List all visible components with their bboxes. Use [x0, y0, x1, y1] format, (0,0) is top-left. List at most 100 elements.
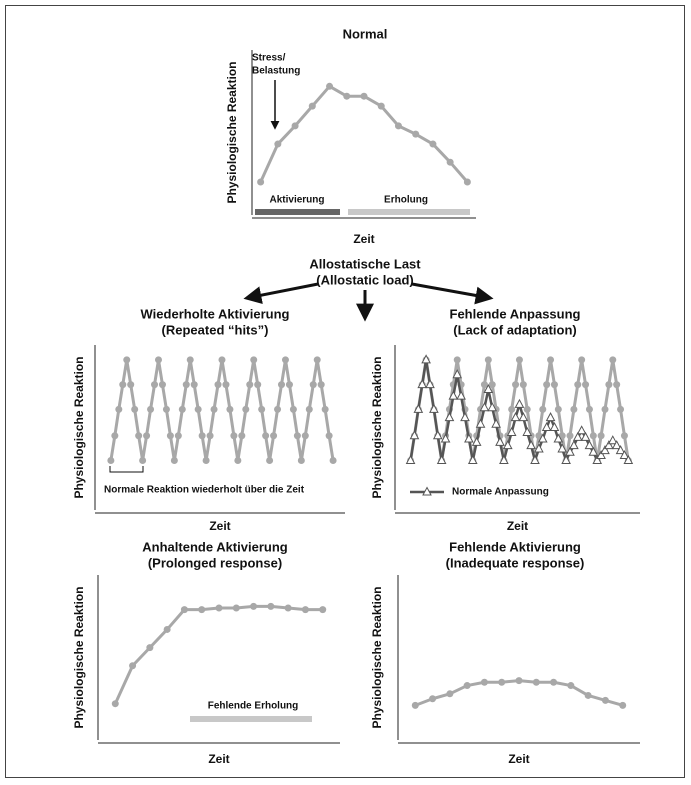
point	[495, 436, 505, 446]
point	[569, 440, 579, 450]
point	[585, 405, 593, 413]
point	[210, 405, 218, 413]
point	[615, 445, 626, 455]
point	[572, 431, 583, 441]
y-axis-label: Physiologische Reaktion	[72, 356, 86, 498]
point	[446, 158, 454, 166]
point	[444, 412, 455, 422]
point	[162, 405, 170, 413]
point	[186, 356, 194, 364]
y-axis-label: Physiologische Reaktion	[72, 586, 86, 728]
point	[170, 457, 178, 464]
point	[601, 405, 609, 413]
point	[257, 178, 265, 186]
point	[491, 418, 501, 428]
point	[215, 604, 223, 612]
point	[475, 418, 486, 428]
point	[107, 457, 115, 464]
point	[592, 454, 603, 464]
point	[619, 449, 630, 460]
point	[139, 457, 147, 464]
point	[613, 381, 621, 389]
center-title: Allostatische Last	[309, 256, 421, 271]
point	[425, 379, 435, 389]
point	[115, 405, 123, 413]
point	[394, 122, 402, 130]
annotation: Aktivierung	[269, 195, 324, 206]
point	[297, 457, 305, 464]
point	[589, 432, 597, 440]
point	[123, 356, 131, 364]
point	[319, 606, 327, 614]
chart-subtitle: (Prolonged response)	[148, 555, 282, 570]
point	[413, 403, 424, 413]
chart-title: Fehlende Aktivierung	[449, 539, 581, 554]
point	[440, 433, 451, 443]
point	[541, 421, 552, 431]
point	[436, 454, 447, 464]
point	[291, 122, 299, 130]
point	[246, 381, 254, 389]
point	[143, 432, 151, 440]
point	[429, 140, 437, 148]
point	[605, 381, 613, 389]
point	[301, 606, 309, 614]
point	[242, 405, 250, 413]
point	[226, 405, 234, 413]
point	[321, 405, 329, 413]
point	[309, 381, 317, 389]
point	[584, 691, 592, 699]
arrow	[243, 282, 319, 305]
point	[514, 398, 525, 408]
point	[284, 604, 292, 612]
arrow	[411, 282, 494, 305]
point	[412, 130, 420, 138]
point	[620, 432, 628, 440]
point	[522, 426, 533, 436]
point	[285, 381, 293, 389]
point	[301, 432, 309, 440]
point	[119, 381, 127, 389]
point	[537, 433, 548, 443]
point	[326, 82, 334, 90]
point	[567, 682, 575, 690]
point	[131, 405, 139, 413]
legend-marker	[422, 486, 432, 496]
point	[530, 454, 540, 464]
annotation: Normale Reaktion wiederholt über die Zei…	[104, 485, 305, 496]
point	[250, 356, 258, 364]
point	[222, 381, 230, 389]
point	[452, 369, 463, 379]
point	[446, 690, 454, 698]
point	[588, 446, 599, 456]
point	[460, 412, 470, 422]
point	[111, 432, 119, 440]
legend-label: Normale Anpassung	[452, 487, 549, 498]
bracket	[109, 466, 144, 473]
point	[464, 433, 474, 443]
series-line	[259, 84, 469, 183]
point	[405, 454, 416, 464]
point	[554, 405, 562, 413]
point	[432, 430, 443, 440]
point	[566, 432, 574, 440]
point	[549, 421, 560, 431]
point	[250, 602, 258, 610]
frame	[5, 5, 685, 778]
chart-subtitle: (Inadequate response)	[446, 555, 585, 570]
x-axis-label: Zeit	[209, 519, 230, 533]
point	[270, 432, 278, 440]
point	[274, 140, 282, 148]
point	[570, 405, 578, 413]
point	[574, 381, 582, 389]
point	[553, 433, 564, 443]
point	[487, 402, 498, 412]
point	[135, 432, 143, 440]
x-axis-label: Zeit	[208, 752, 229, 766]
point	[467, 454, 478, 464]
point	[512, 381, 520, 389]
point	[506, 426, 517, 436]
point	[453, 356, 461, 364]
point	[182, 381, 190, 389]
point	[411, 701, 419, 709]
